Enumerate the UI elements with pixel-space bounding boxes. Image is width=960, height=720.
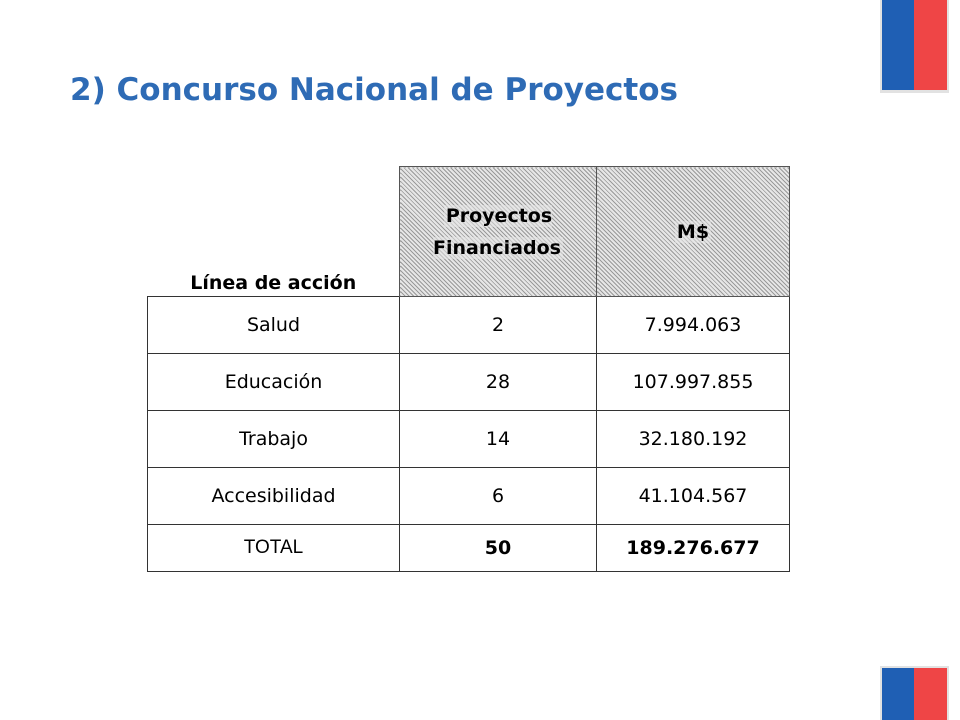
cell-proyectos: 28 xyxy=(399,353,597,411)
cell-monto: 7.994.063 xyxy=(596,296,790,354)
header-monto-label: M$ xyxy=(674,220,712,243)
header-proyectos-label: Proyectos Financiados xyxy=(433,204,563,259)
cell-total-label: TOTAL xyxy=(147,524,400,572)
table-row: Educación 28 107.997.855 xyxy=(147,353,790,411)
cell-monto: 107.997.855 xyxy=(596,353,790,411)
cell-monto: 41.104.567 xyxy=(596,467,790,525)
cell-proyectos: 6 xyxy=(399,467,597,525)
page-title: 2) Concurso Nacional de Proyectos xyxy=(70,72,678,108)
table-row: Trabajo 14 32.180.192 xyxy=(147,410,790,468)
cell-total-monto: 189.276.677 xyxy=(596,524,790,572)
header-linea-de-accion: Línea de acción xyxy=(190,272,357,294)
header-monto: M$ xyxy=(596,166,790,297)
table-row: Accesibilidad 6 41.104.567 xyxy=(147,467,790,525)
table-row: Salud 2 7.994.063 xyxy=(147,296,790,354)
table-total-row: TOTAL 50 189.276.677 xyxy=(147,524,790,572)
flag-logo-bottom xyxy=(882,668,947,720)
cell-proyectos: 2 xyxy=(399,296,597,354)
cell-total-proyectos: 50 xyxy=(399,524,597,572)
cell-linea: Salud xyxy=(147,296,400,354)
cell-monto: 32.180.192 xyxy=(596,410,790,468)
cell-linea: Accesibilidad xyxy=(147,467,400,525)
flag-logo-top xyxy=(882,0,947,90)
cell-linea: Trabajo xyxy=(147,410,400,468)
header-proyectos-financiados: Proyectos Financiados xyxy=(399,166,597,297)
projects-table: Línea de acción Proyectos Financiados M$… xyxy=(147,166,790,572)
cell-proyectos: 14 xyxy=(399,410,597,468)
table-header-row: Línea de acción Proyectos Financiados M$ xyxy=(148,166,790,297)
cell-linea: Educación xyxy=(147,353,400,411)
